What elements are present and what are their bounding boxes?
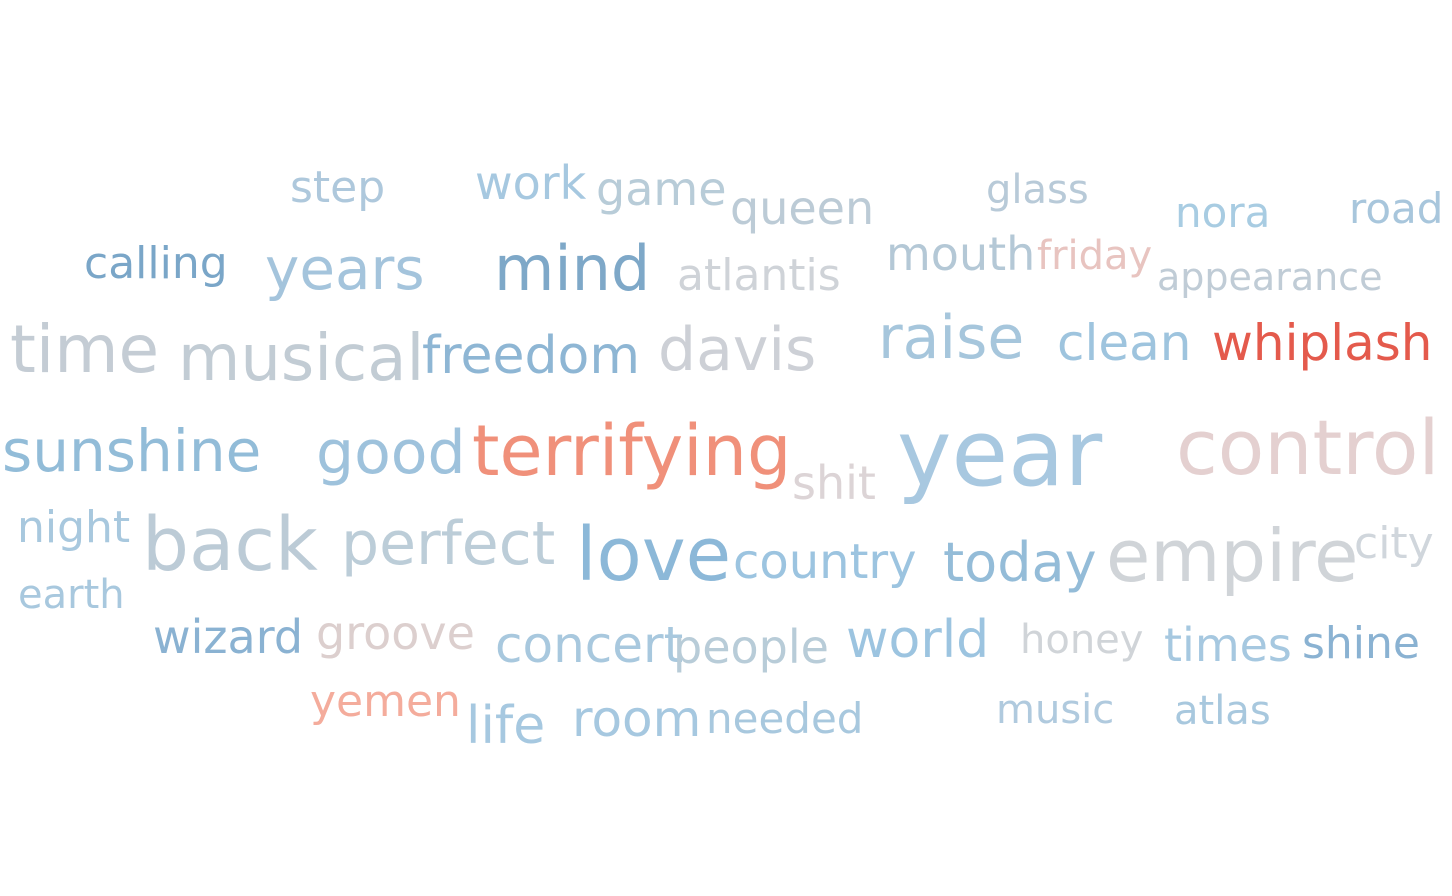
- word-freedom: freedom: [422, 326, 641, 386]
- word-game: game: [596, 162, 727, 216]
- word-country: country: [733, 534, 917, 590]
- word-music: music: [996, 687, 1115, 733]
- word-control: control: [1176, 403, 1440, 492]
- word-davis: davis: [658, 315, 817, 385]
- word-whiplash: whiplash: [1212, 314, 1433, 372]
- word-sunshine: sunshine: [2, 417, 262, 485]
- word-earth: earth: [18, 572, 125, 618]
- word-time: time: [10, 311, 160, 388]
- word-life: life: [466, 696, 546, 756]
- word-road: road: [1349, 184, 1444, 233]
- word-nora: nora: [1175, 188, 1271, 237]
- word-shit: shit: [792, 456, 876, 510]
- word-city: city: [1354, 518, 1434, 569]
- word-love: love: [576, 512, 732, 598]
- word-appearance: appearance: [1157, 255, 1383, 299]
- word-empire: empire: [1106, 514, 1359, 598]
- word-years: years: [265, 235, 425, 303]
- word-raise: raise: [878, 303, 1025, 373]
- word-good: good: [316, 418, 466, 488]
- word-needed: needed: [706, 694, 864, 743]
- word-clean: clean: [1057, 314, 1192, 372]
- word-queen: queen: [730, 181, 875, 235]
- word-mind: mind: [494, 232, 651, 305]
- word-atlantis: atlantis: [677, 250, 841, 301]
- word-times: times: [1164, 618, 1292, 672]
- word-glass: glass: [986, 167, 1089, 213]
- word-work: work: [475, 156, 587, 210]
- word-step: step: [290, 162, 386, 213]
- word-atlas: atlas: [1174, 688, 1271, 734]
- word-room: room: [572, 690, 702, 748]
- word-friday: friday: [1037, 233, 1153, 279]
- word-perfect: perfect: [341, 509, 556, 579]
- word-mouth: mouth: [886, 227, 1036, 281]
- word-night: night: [17, 502, 131, 553]
- word-people: people: [673, 620, 829, 674]
- word-wizard: wizard: [153, 610, 304, 664]
- word-groove: groove: [316, 606, 475, 660]
- word-world: world: [846, 610, 990, 670]
- word-shine: shine: [1302, 618, 1420, 669]
- word-year: year: [897, 400, 1103, 507]
- word-calling: calling: [84, 238, 228, 289]
- word-back: back: [142, 502, 318, 588]
- word-terrifying: terrifying: [472, 410, 792, 492]
- word-honey: honey: [1020, 617, 1144, 663]
- word-concert: concert: [495, 616, 684, 674]
- word-today: today: [943, 531, 1097, 594]
- word-musical: musical: [178, 322, 425, 396]
- word-yemen: yemen: [310, 676, 461, 727]
